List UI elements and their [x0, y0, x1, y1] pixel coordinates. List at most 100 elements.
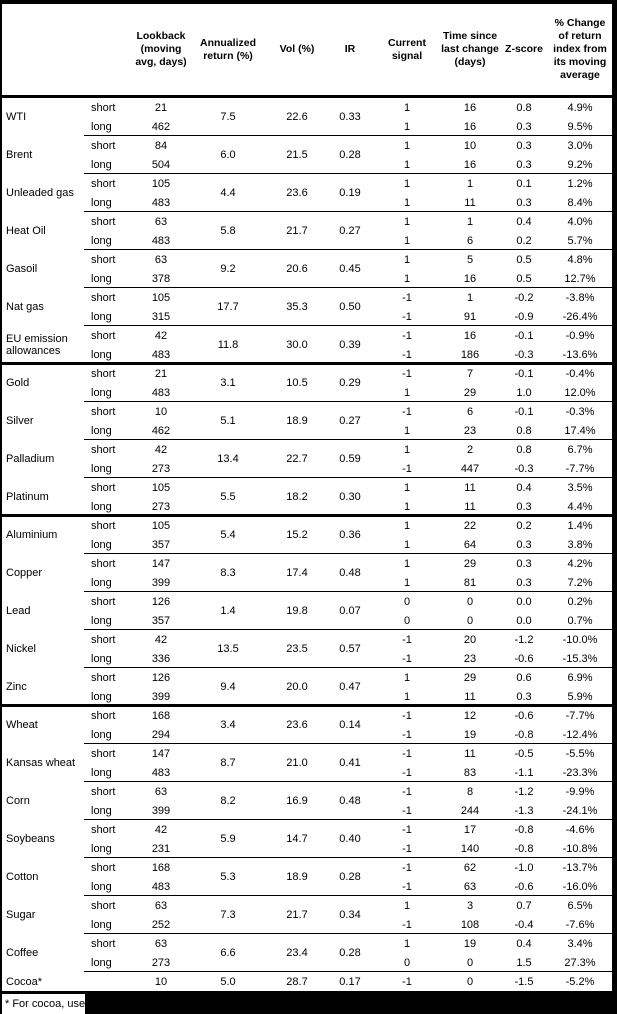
z-score-short-value: 0.7 — [516, 899, 532, 912]
annualized-return-value: 5.3 — [220, 871, 236, 883]
row-label-long: long — [91, 158, 112, 171]
time-since-change-short-value: 11 — [464, 747, 476, 760]
table-row: Copper short long 147 399 8.3 17.4 0.48 … — [2, 553, 612, 592]
z-score-long-value: -1.3 — [514, 804, 534, 817]
commodity-name: Soybeans — [6, 833, 55, 845]
lookback-short-value: 63 — [154, 253, 168, 266]
z-score-long-value: -0.6 — [514, 652, 534, 665]
z-score-short-value: 0.6 — [516, 671, 532, 684]
vol-value: 21.7 — [286, 225, 308, 237]
ir-value: 0.27 — [339, 225, 361, 237]
z-score-long-value: 0.3 — [516, 158, 532, 171]
z-score-short-value: 0.0 — [516, 595, 532, 608]
table-row: Zinc short long 126 399 9.4 20.0 0.47 1 … — [2, 667, 612, 706]
ir-value: 0.07 — [339, 605, 361, 617]
signal-long-value: -1 — [402, 918, 412, 931]
table-row: Cocoa* 10 5.0 28.7 0.17 -1 0 -1.5 -5.2% — [2, 971, 612, 991]
lookback-short-value: 63 — [154, 215, 168, 228]
vol-value: 14.7 — [286, 833, 308, 845]
commodity-name: Unleaded gas — [6, 187, 74, 199]
row-label-short: short — [91, 481, 116, 494]
commodity-name: Copper — [6, 567, 43, 579]
lookback-value: 10 — [154, 975, 168, 988]
signal-short-value: -1 — [402, 329, 412, 342]
lookback-short-value: 168 — [151, 861, 171, 874]
row-label-long: long — [91, 956, 112, 969]
signal-short-value: -1 — [402, 747, 412, 760]
pct-change-short-value: -4.6% — [565, 823, 595, 836]
commodity-name: Platinum — [6, 491, 49, 503]
lookback-short-value: 42 — [154, 443, 168, 456]
lookback-short-value: 105 — [151, 291, 171, 304]
lookback-long-value: 483 — [151, 196, 171, 209]
vol-value: 21.0 — [286, 757, 308, 769]
annualized-return-value: 5.8 — [220, 225, 236, 237]
z-score-short-value: -0.5 — [514, 747, 534, 760]
z-score-long-value: 0.5 — [516, 272, 532, 285]
vol-value: 15.2 — [286, 529, 308, 541]
signal-short-value: 1 — [403, 557, 411, 570]
row-label-short: short — [91, 177, 116, 190]
pct-change-short-value: 3.4% — [567, 937, 593, 950]
signal-short-value: 1 — [403, 899, 411, 912]
signal-long-value: 1 — [403, 690, 411, 703]
pct-change-long-value: 9.2% — [567, 158, 593, 171]
vol-value: 19.8 — [286, 605, 308, 617]
z-score-long-value: -0.6 — [514, 880, 534, 893]
z-score-long-value: 1.0 — [516, 386, 532, 399]
row-label-long: long — [91, 918, 112, 931]
column-header-lookback: Lookback (moving avg, days) — [135, 30, 187, 68]
row-label-long: long — [91, 538, 112, 551]
z-score-short-value: -0.6 — [514, 709, 534, 722]
annualized-return-value: 5.5 — [220, 491, 236, 503]
z-score-long-value: -0.9 — [514, 310, 534, 323]
row-label-short: short — [91, 671, 116, 684]
ir-value: 0.28 — [339, 871, 361, 883]
lookback-short-value: 147 — [151, 747, 171, 760]
pct-change-value: -5.2% — [565, 975, 595, 988]
ir-value: 0.39 — [339, 339, 361, 351]
commodity-name: Nickel — [6, 643, 36, 655]
annualized-return-value: 7.5 — [220, 111, 236, 123]
lookback-short-value: 126 — [151, 671, 171, 684]
table-row: Kansas wheat short long 147 483 8.7 21.0… — [2, 743, 612, 782]
z-score-short-value: -1.2 — [514, 785, 534, 798]
time-since-change-long-value: 63 — [463, 880, 477, 893]
time-since-change-short-value: 29 — [463, 557, 477, 570]
annualized-return-value: 8.7 — [220, 757, 236, 769]
z-score-short-value: 0.3 — [516, 139, 532, 152]
ir-value: 0.14 — [339, 719, 361, 731]
time-since-change-short-value: 10 — [463, 139, 477, 152]
column-header-pct-change: % Change of return index from its moving… — [553, 17, 607, 81]
row-label-short: short — [91, 785, 116, 798]
annualized-return-value: 17.7 — [217, 301, 239, 313]
row-label-long: long — [91, 196, 112, 209]
row-label-long: long — [91, 234, 112, 247]
table-row: EU emission allowances short long 42 483… — [2, 325, 612, 364]
signal-long-value: -1 — [402, 804, 412, 817]
signal-long-value: -1 — [402, 880, 412, 893]
row-label-long: long — [91, 614, 112, 627]
lookback-long-value: 483 — [151, 386, 171, 399]
row-label-short: short — [91, 633, 116, 646]
vol-value: 22.6 — [286, 111, 308, 123]
pct-change-short-value: 3.5% — [567, 481, 593, 494]
pct-change-long-value: -10.8% — [562, 842, 598, 855]
column-header-annualized-return: Annualized return (%) — [199, 36, 256, 62]
pct-change-short-value: -7.7% — [565, 709, 595, 722]
z-score-short-value: -0.8 — [514, 823, 534, 836]
signal-long-value: 1 — [403, 120, 411, 133]
time-since-change-short-value: 16 — [463, 329, 477, 342]
commodity-name: Coffee — [6, 947, 39, 959]
time-since-change-short-value: 22 — [463, 519, 477, 532]
table-row: Silver short long 10 462 5.1 18.9 0.27 -… — [2, 401, 612, 440]
pct-change-short-value: -0.4% — [565, 367, 595, 380]
time-since-change-short-value: 20 — [463, 633, 477, 646]
ir-value: 0.30 — [339, 491, 361, 503]
vol-value: 23.5 — [286, 643, 308, 655]
time-since-change-short-value: 62 — [463, 861, 477, 874]
table-row: Soybeans short long 42 231 5.9 14.7 0.40… — [2, 819, 612, 858]
annualized-return-value: 6.0 — [220, 149, 236, 161]
row-label-long: long — [91, 652, 112, 665]
table-header: Lookback (moving avg, days) Annualized r… — [2, 4, 612, 98]
